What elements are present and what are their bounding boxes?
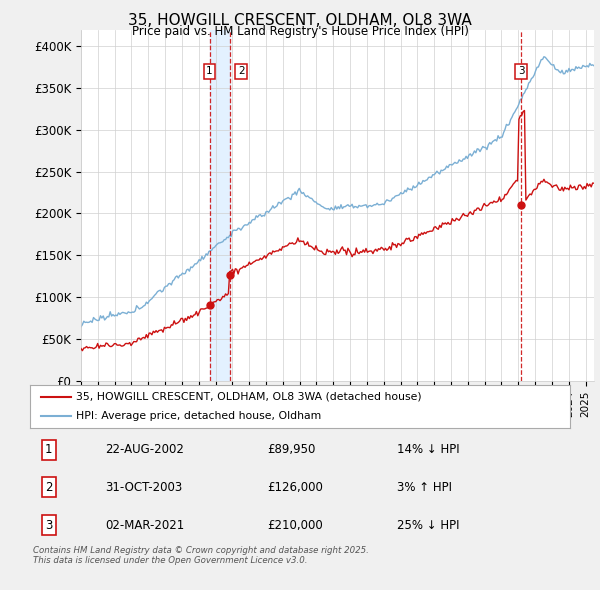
Text: 1: 1 — [45, 443, 53, 456]
Text: 1: 1 — [206, 66, 213, 76]
Text: Price paid vs. HM Land Registry's House Price Index (HPI): Price paid vs. HM Land Registry's House … — [131, 25, 469, 38]
Text: 2: 2 — [238, 66, 245, 76]
Text: 25% ↓ HPI: 25% ↓ HPI — [397, 519, 460, 532]
Text: HPI: Average price, detached house, Oldham: HPI: Average price, detached house, Oldh… — [76, 411, 321, 421]
Text: £126,000: £126,000 — [268, 481, 323, 494]
Text: 31-OCT-2003: 31-OCT-2003 — [106, 481, 183, 494]
Text: £210,000: £210,000 — [268, 519, 323, 532]
Text: 3: 3 — [45, 519, 53, 532]
Text: Contains HM Land Registry data © Crown copyright and database right 2025.
This d: Contains HM Land Registry data © Crown c… — [33, 546, 369, 565]
Text: 3% ↑ HPI: 3% ↑ HPI — [397, 481, 452, 494]
Text: 22-AUG-2002: 22-AUG-2002 — [106, 443, 184, 456]
Text: 2: 2 — [45, 481, 53, 494]
Text: 14% ↓ HPI: 14% ↓ HPI — [397, 443, 460, 456]
Text: £89,950: £89,950 — [268, 443, 316, 456]
Text: 3: 3 — [518, 66, 524, 76]
Text: 35, HOWGILL CRESCENT, OLDHAM, OL8 3WA (detached house): 35, HOWGILL CRESCENT, OLDHAM, OL8 3WA (d… — [76, 392, 422, 402]
Text: 02-MAR-2021: 02-MAR-2021 — [106, 519, 185, 532]
Text: 35, HOWGILL CRESCENT, OLDHAM, OL8 3WA: 35, HOWGILL CRESCENT, OLDHAM, OL8 3WA — [128, 13, 472, 28]
Bar — [209, 30, 230, 381]
